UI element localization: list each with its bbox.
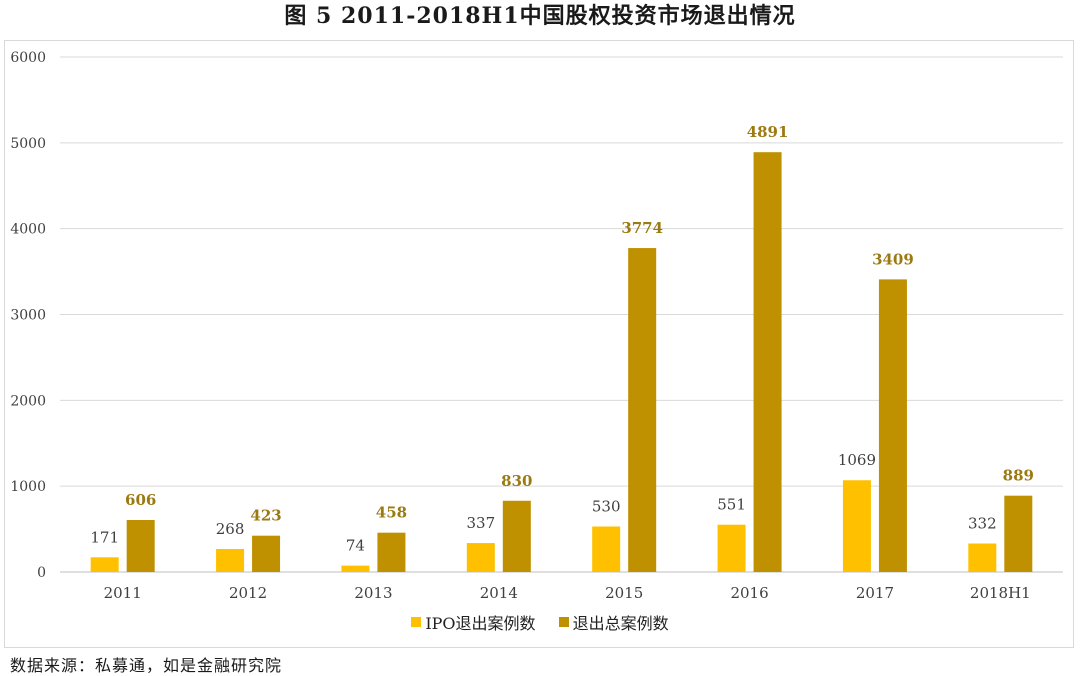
bar-ipo-2016 — [717, 524, 746, 572]
x-tick-label: 2016 — [730, 584, 768, 602]
data-label-ipo-2013: 74 — [346, 537, 365, 555]
figure-title: 图 5 2011-2018H1中国股权投资市场退出情况 — [284, 3, 796, 29]
bar-ipo-2017 — [842, 480, 871, 572]
bar-ipo-2013 — [341, 565, 370, 572]
data-label-ipo-2017: 1069 — [838, 451, 876, 469]
legend: IPO退出案例数 退出总案例数 — [0, 610, 1080, 636]
bar-ipo-2012 — [216, 548, 245, 572]
bar-total-2016 — [753, 152, 782, 573]
bar-total-2012 — [252, 535, 281, 572]
x-axis-ticks: 2011 2012 2013 2014 2015 2016 2017 2018H1 — [104, 584, 1031, 602]
legend-item-ipo: IPO退出案例数 — [411, 610, 536, 634]
y-tick-label: 0 — [37, 565, 46, 581]
y-tick-label: 6000 — [10, 50, 46, 66]
bar-total-2011 — [126, 519, 155, 572]
bar-total-2014 — [502, 500, 531, 572]
data-label-total-2015: 3774 — [621, 219, 663, 237]
bar-ipo-2011 — [90, 557, 119, 572]
source-note: 数据来源：私募通，如是金融研究院 — [10, 656, 283, 675]
x-tick-label: 2013 — [354, 584, 392, 602]
x-tick-label: 2018H1 — [970, 584, 1031, 602]
x-tick-label: 2015 — [605, 584, 643, 602]
legend-swatch-ipo — [411, 617, 422, 627]
y-axis-ticks: 0 1000 2000 3000 4000 5000 6000 — [10, 50, 46, 581]
y-tick-label: 4000 — [10, 222, 46, 238]
y-tick-label: 2000 — [10, 393, 46, 409]
data-label-ipo-2014: 337 — [466, 514, 495, 532]
gridlines — [60, 56, 1063, 573]
bar-ipo-2014 — [466, 543, 495, 572]
data-label-ipo-2012: 268 — [216, 520, 245, 538]
x-tick-label: 2014 — [480, 584, 518, 602]
data-labels: 171 606 268 423 74 458 337 830 530 3774 551 4891 106… — [90, 123, 1034, 554]
data-label-total-2014: 830 — [501, 472, 532, 490]
data-label-total-2018H1: 889 — [1003, 467, 1034, 485]
y-tick-label: 1000 — [10, 479, 46, 495]
bar-total-2018H1 — [1004, 495, 1033, 572]
bar-total-2013 — [377, 532, 406, 572]
legend-label-total: 退出总案例数 — [572, 614, 669, 633]
data-label-ipo-2015: 530 — [592, 498, 621, 516]
bar-ipo-2015 — [592, 526, 621, 572]
data-label-ipo-2018H1: 332 — [968, 515, 997, 533]
data-label-total-2011: 606 — [125, 491, 156, 509]
x-tick-label: 2012 — [229, 584, 267, 602]
data-label-total-2017: 3409 — [872, 250, 914, 268]
data-label-total-2016: 4891 — [747, 123, 789, 141]
x-tick-label: 2011 — [104, 584, 142, 602]
data-label-ipo-2016: 551 — [717, 496, 746, 514]
legend-item-total: 退出总案例数 — [558, 610, 669, 634]
y-tick-label: 3000 — [10, 308, 46, 324]
bar-ipo-2018H1 — [968, 543, 997, 572]
legend-swatch-total — [558, 617, 569, 627]
legend-label-ipo: IPO退出案例数 — [425, 614, 536, 633]
data-label-total-2013: 458 — [376, 504, 407, 522]
bar-total-2015 — [628, 248, 657, 572]
x-tick-label: 2017 — [856, 584, 894, 602]
y-tick-label: 5000 — [10, 136, 46, 152]
data-label-total-2012: 423 — [250, 507, 281, 525]
data-label-ipo-2011: 171 — [90, 528, 119, 546]
chart-frame — [4, 40, 1074, 648]
bar-total-2017 — [878, 279, 907, 572]
bars — [90, 152, 1033, 573]
